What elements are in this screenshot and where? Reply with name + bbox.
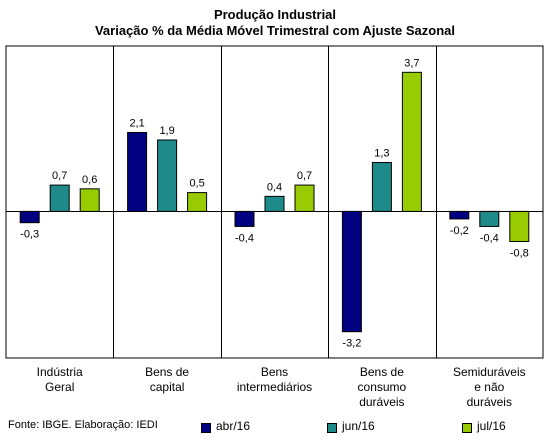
data-label: -0,8	[510, 247, 529, 259]
data-label: -0,2	[450, 225, 469, 237]
bar-jul/16	[79, 188, 100, 212]
bar-abr/16	[234, 210, 255, 227]
category-label: Bens de capital	[145, 365, 190, 394]
chart-subtitle: Variação % da Média Móvel Trimestral com…	[94, 23, 456, 38]
bar-jun/16	[157, 139, 178, 212]
bar-abr/16	[127, 131, 148, 212]
category-label: Semiduráveis e não duráveis	[452, 365, 526, 409]
data-label: -0,4	[480, 232, 499, 244]
bar-jul/16	[509, 210, 530, 242]
bar-abr/16	[19, 210, 40, 224]
data-label: 3,7	[404, 57, 419, 69]
legend-label: abr/16	[216, 419, 251, 433]
bar-jun/16	[49, 184, 70, 212]
bar-jul/16	[401, 71, 422, 212]
data-label: 0,4	[267, 181, 282, 193]
legend-swatch	[327, 423, 337, 433]
data-label: 0,6	[82, 174, 97, 186]
data-label: -3,2	[342, 338, 361, 350]
category-label: Indústria Geral	[36, 365, 83, 394]
bar-jun/16	[264, 195, 285, 212]
data-label: 0,7	[52, 170, 67, 182]
data-label: 0,5	[189, 178, 204, 190]
category-label: Bens de consumo duráveis	[357, 365, 407, 409]
data-label: 1,3	[374, 148, 389, 160]
source-note: Fonte: IBGE. Elaboração: IEDI	[8, 419, 158, 431]
bar-jul/16	[294, 184, 315, 212]
legend-swatch	[201, 423, 211, 433]
data-label: 1,9	[159, 125, 174, 137]
bar-jun/16	[371, 162, 392, 212]
data-label: 2,1	[129, 117, 144, 129]
plot-area	[5, 45, 544, 359]
bar-abr/16	[341, 210, 362, 333]
bar-jun/16	[479, 210, 500, 227]
data-label: -0,3	[20, 229, 39, 241]
legend-label: jul/16	[477, 419, 506, 433]
chart-title: Produção Industrial	[213, 7, 337, 22]
legend-label: jun/16	[342, 419, 375, 433]
data-label: -0,4	[235, 232, 254, 244]
data-label: 0,7	[297, 170, 312, 182]
category-label: Bens intermediários	[236, 365, 313, 394]
bar-abr/16	[449, 210, 470, 220]
bar-jul/16	[187, 192, 208, 212]
legend-swatch	[462, 423, 472, 433]
